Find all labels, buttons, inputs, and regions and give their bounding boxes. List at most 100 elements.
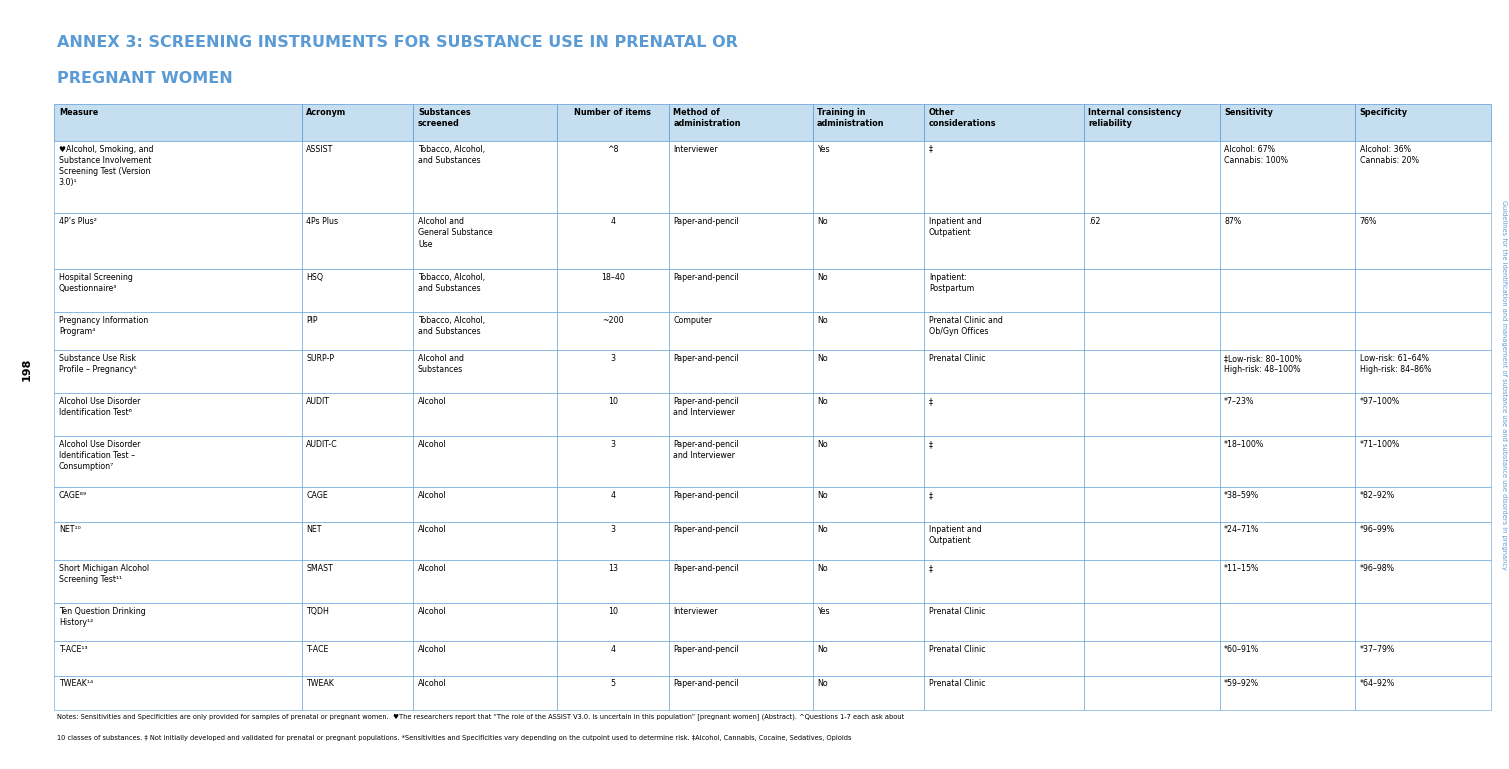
Bar xyxy=(812,488,924,521)
Text: No: No xyxy=(816,273,827,282)
Bar xyxy=(1083,488,1219,521)
Text: Alcohol: Alcohol xyxy=(418,679,447,688)
Text: Internal consistency
reliability: Internal consistency reliability xyxy=(1088,108,1182,128)
Bar xyxy=(557,488,668,521)
Text: CAGE: CAGE xyxy=(306,491,327,500)
Text: SMAST: SMAST xyxy=(306,564,333,573)
Text: ‡: ‡ xyxy=(928,145,933,154)
Bar xyxy=(1083,104,1219,141)
Bar xyxy=(413,312,557,351)
Bar xyxy=(1219,488,1355,521)
Text: 10 classes of substances. ‡ Not initially developed and validated for prenatal o: 10 classes of substances. ‡ Not initiall… xyxy=(57,735,853,741)
Text: Low-risk: 61–64%
High-risk: 84–86%: Low-risk: 61–64% High-risk: 84–86% xyxy=(1360,355,1431,375)
Bar xyxy=(1355,436,1491,488)
Bar xyxy=(812,675,924,710)
Text: 5: 5 xyxy=(611,679,616,688)
Bar xyxy=(1219,603,1355,641)
Bar xyxy=(557,393,668,436)
Text: No: No xyxy=(816,440,827,449)
Bar xyxy=(54,560,302,603)
Bar xyxy=(924,104,1083,141)
Text: 3: 3 xyxy=(611,525,616,534)
Text: *18–100%: *18–100% xyxy=(1224,440,1265,449)
Bar xyxy=(557,351,668,393)
Text: *60–91%: *60–91% xyxy=(1224,645,1260,654)
Bar xyxy=(812,521,924,560)
Text: PREGNANT WOMEN: PREGNANT WOMEN xyxy=(57,71,232,86)
Text: 4: 4 xyxy=(611,218,616,226)
Text: Interviewer: Interviewer xyxy=(673,607,718,616)
Text: *82–92%: *82–92% xyxy=(1360,491,1394,500)
Bar xyxy=(924,488,1083,521)
Bar xyxy=(1083,560,1219,603)
Bar xyxy=(668,312,812,351)
Bar xyxy=(557,141,668,214)
Text: Paper-and-pencil: Paper-and-pencil xyxy=(673,564,739,573)
Bar xyxy=(1355,351,1491,393)
Text: Notes: Sensitivities and Specificities are only provided for samples of prenatal: Notes: Sensitivities and Specificities a… xyxy=(57,714,904,721)
Bar xyxy=(924,141,1083,214)
Bar xyxy=(1219,641,1355,675)
Bar xyxy=(1355,312,1491,351)
Bar xyxy=(668,641,812,675)
Text: Prenatal Clinic: Prenatal Clinic xyxy=(928,679,985,688)
Bar xyxy=(1083,641,1219,675)
Bar xyxy=(1355,603,1491,641)
Bar xyxy=(1083,603,1219,641)
Bar xyxy=(1219,393,1355,436)
Text: No: No xyxy=(816,645,827,654)
Bar xyxy=(1355,560,1491,603)
Text: No: No xyxy=(816,218,827,226)
Bar xyxy=(302,214,413,269)
Bar xyxy=(1355,141,1491,214)
Bar xyxy=(1083,312,1219,351)
Bar xyxy=(302,641,413,675)
Text: *11–15%: *11–15% xyxy=(1224,564,1260,573)
Text: HSQ: HSQ xyxy=(306,273,323,282)
Bar xyxy=(413,214,557,269)
Bar xyxy=(668,351,812,393)
Bar xyxy=(812,141,924,214)
Text: ‡Low-risk: 80–100%
High-risk: 48–100%: ‡Low-risk: 80–100% High-risk: 48–100% xyxy=(1224,355,1302,375)
Text: *59–92%: *59–92% xyxy=(1224,679,1259,688)
Bar xyxy=(54,436,302,488)
Text: Paper-and-pencil: Paper-and-pencil xyxy=(673,355,739,363)
Bar xyxy=(668,560,812,603)
Bar xyxy=(557,560,668,603)
Text: Alcohol: Alcohol xyxy=(418,440,447,449)
Text: Acronym: Acronym xyxy=(306,108,347,117)
Bar xyxy=(924,675,1083,710)
Bar xyxy=(302,560,413,603)
Bar xyxy=(1083,393,1219,436)
Text: Alcohol: Alcohol xyxy=(418,525,447,534)
Bar xyxy=(413,641,557,675)
Text: PIP: PIP xyxy=(306,316,318,325)
Bar xyxy=(812,104,924,141)
Text: Alcohol: Alcohol xyxy=(418,564,447,573)
Text: 76%: 76% xyxy=(1360,218,1378,226)
Bar xyxy=(413,393,557,436)
Bar xyxy=(924,521,1083,560)
Text: Alcohol and
General Substance
Use: Alcohol and General Substance Use xyxy=(418,218,492,248)
Bar xyxy=(1219,104,1355,141)
Bar xyxy=(54,141,302,214)
Bar xyxy=(924,269,1083,312)
Bar xyxy=(54,269,302,312)
Bar xyxy=(924,436,1083,488)
Bar xyxy=(302,488,413,521)
Bar xyxy=(668,488,812,521)
Bar xyxy=(1219,521,1355,560)
Bar xyxy=(557,641,668,675)
Text: ~200: ~200 xyxy=(602,316,623,325)
Text: Hospital Screening
Questionnaire³: Hospital Screening Questionnaire³ xyxy=(59,273,133,293)
Bar xyxy=(812,269,924,312)
Bar xyxy=(54,675,302,710)
Bar xyxy=(1355,521,1491,560)
Text: Substance Use Risk
Profile – Pregnancy⁵: Substance Use Risk Profile – Pregnancy⁵ xyxy=(59,355,137,375)
Bar xyxy=(668,393,812,436)
Bar xyxy=(413,141,557,214)
Text: NET: NET xyxy=(306,525,321,534)
Text: Paper-and-pencil: Paper-and-pencil xyxy=(673,491,739,500)
Text: Alcohol: Alcohol xyxy=(418,397,447,406)
Text: Tobacco, Alcohol,
and Substances: Tobacco, Alcohol, and Substances xyxy=(418,273,484,293)
